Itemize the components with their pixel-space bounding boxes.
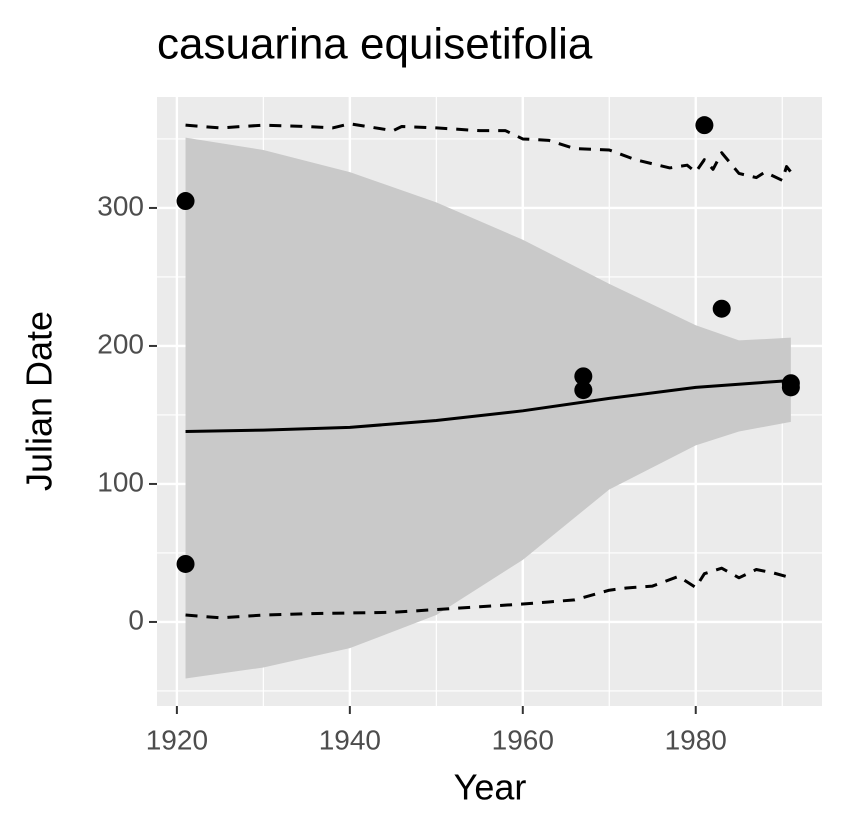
point: [176, 192, 195, 211]
x-axis-title: Year: [454, 767, 527, 808]
point: [176, 554, 195, 573]
x-tick-label: 1960: [492, 724, 554, 755]
x-tick-label: 1920: [146, 724, 208, 755]
x-tick-label: 1980: [665, 724, 727, 755]
smooth-line: [185, 378, 791, 434]
point: [781, 378, 800, 397]
quantile-line: [185, 122, 793, 182]
y-tick-label: 200: [97, 328, 144, 359]
y-tick-label: 100: [97, 466, 144, 497]
y-axis-title: Julian Date: [19, 311, 60, 491]
point: [574, 367, 593, 386]
point: [574, 381, 593, 400]
y-tick-label: 300: [97, 190, 144, 221]
x-tick-label: 1940: [319, 724, 381, 755]
chart-title: casuarina equisetifolia: [157, 20, 593, 69]
y-tick-label: 0: [128, 604, 144, 635]
point: [712, 299, 731, 318]
confidence-ribbon: [185, 137, 791, 679]
point: [695, 116, 714, 135]
quantile-line: [185, 566, 792, 620]
